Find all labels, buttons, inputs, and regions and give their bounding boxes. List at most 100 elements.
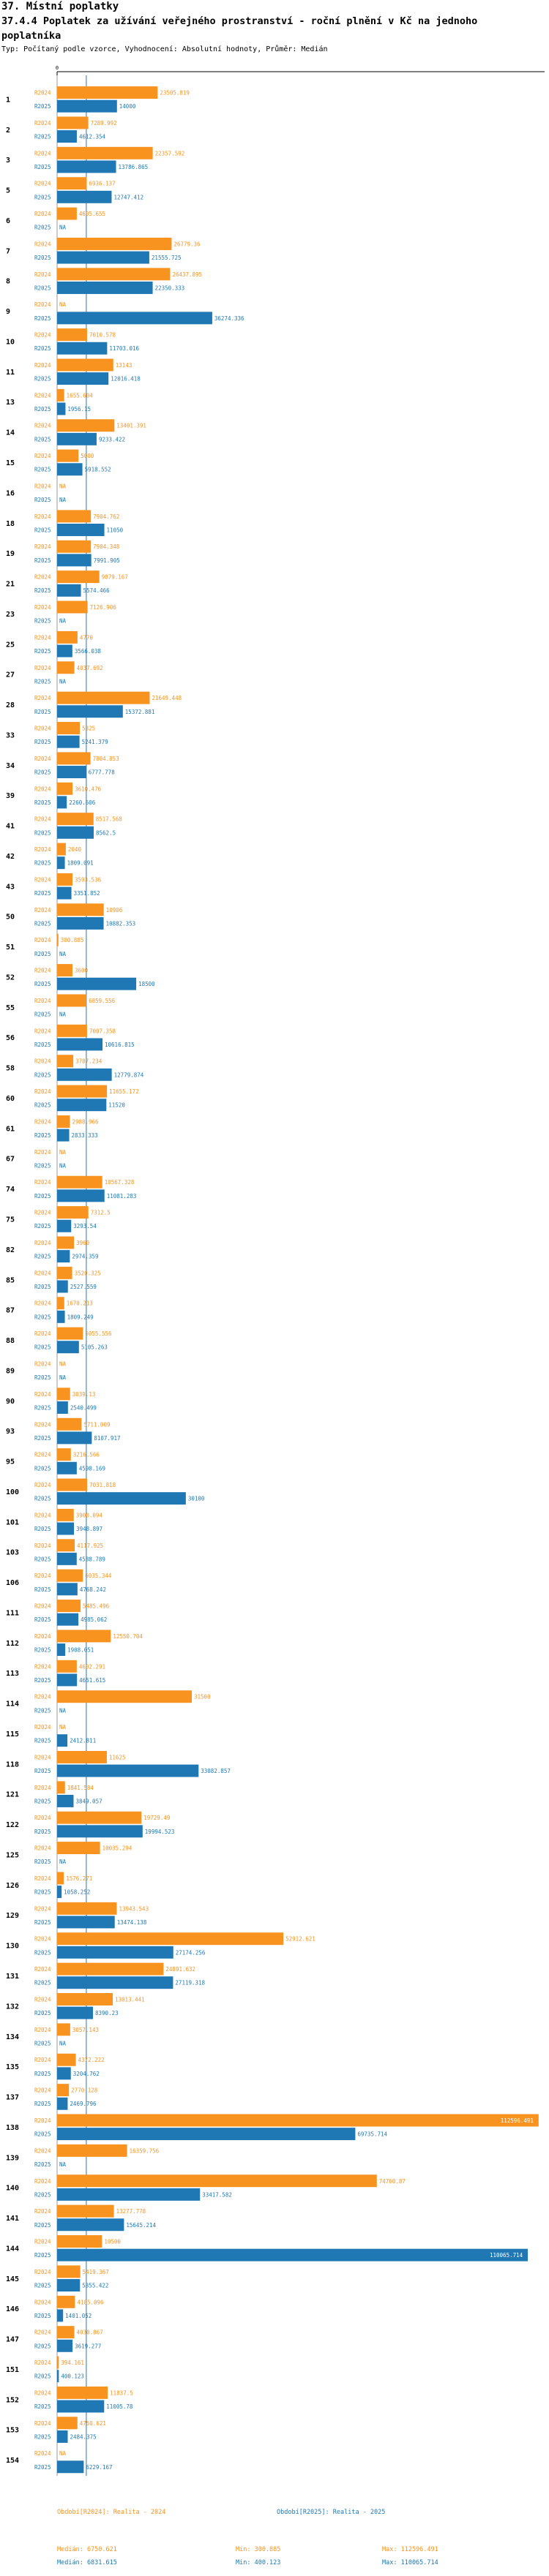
series-label: R2025: [34, 981, 51, 987]
series-label: R2025: [34, 1405, 51, 1412]
value-label: 3566.038: [75, 648, 102, 655]
group-label: 137: [6, 2094, 19, 2102]
value-label: 3619.277: [75, 2343, 101, 2349]
series-label: R2024: [34, 1118, 51, 1125]
value-label: 1908.051: [67, 1647, 94, 1654]
series-label: R2024: [34, 1785, 51, 1791]
value-label: 7126.906: [90, 604, 117, 611]
group-label: 41: [6, 823, 15, 831]
bar-r2025: [57, 1764, 199, 1777]
series-label: R2024: [34, 665, 51, 671]
series-label: R2025: [34, 2161, 51, 2168]
series-label: R2025: [34, 2464, 51, 2471]
series-label: R2025: [34, 2283, 51, 2289]
bar-r2025: [57, 1341, 79, 1354]
bar-r2025: [57, 1492, 186, 1505]
series-label: R2024: [34, 90, 51, 97]
series-label: R2024: [34, 1270, 51, 1276]
series-label: R2025: [34, 618, 51, 625]
group-label: 75: [6, 1216, 15, 1224]
bar-r2024: [57, 2053, 76, 2066]
bar-r2025: [57, 2460, 84, 2474]
value-label: 11081.283: [107, 1193, 137, 1200]
bar-r2025: [57, 886, 72, 900]
value-label: 4037.692: [77, 665, 103, 671]
series-label: R2024: [34, 1028, 51, 1034]
bar-r2025: [57, 1886, 62, 1899]
bar-r2025: [57, 2430, 68, 2443]
value-label: 9233.422: [99, 436, 125, 442]
bar-r2025: [57, 251, 149, 264]
bar-r2024: [57, 1902, 117, 1915]
value-label: 2527.559: [70, 1284, 97, 1290]
group-label: 138: [6, 2124, 19, 2132]
value-label: 7312.5: [91, 1210, 111, 1216]
series-label: R2025: [34, 2131, 51, 2138]
series-label: R2024: [34, 1663, 51, 1670]
group-label: 23: [6, 611, 15, 619]
bar-r2025: [57, 1219, 72, 1232]
value-label: 1576.271: [66, 1875, 92, 1882]
series-label: R2025: [34, 2433, 51, 2440]
series-label: R2024: [34, 453, 51, 459]
value-label: NA: [59, 951, 67, 957]
group-label: 43: [6, 883, 15, 891]
group-label: 61: [6, 1125, 15, 1133]
bar-r2024: [57, 1600, 81, 1613]
bar-r2024: [57, 722, 81, 735]
value-label: 3849.057: [75, 1798, 102, 1804]
bar-r2025: [57, 1734, 68, 1747]
series-label: R2024: [34, 150, 51, 157]
bar-r2025: [57, 2279, 81, 2291]
bar-r2024: [57, 86, 158, 99]
series-label: R2024: [34, 756, 51, 762]
value-label: 3610.476: [75, 786, 102, 792]
bar-r2024: [57, 268, 171, 281]
bar-r2024: [57, 2386, 108, 2399]
value-label: 15372.881: [125, 709, 155, 715]
value-label: 2484.375: [70, 2433, 97, 2440]
bar-r2025: [57, 1461, 77, 1475]
series-label: R2025: [34, 467, 51, 473]
group-label: 56: [6, 1034, 15, 1042]
series-label: R2025: [34, 1284, 51, 1290]
series-label: R2025: [34, 527, 51, 533]
group-label: 85: [6, 1276, 15, 1284]
value-label: 11837.5: [110, 2389, 133, 2396]
series-label: R2025: [34, 1132, 51, 1139]
bar-r2024: [57, 388, 64, 402]
value-label: 6936.137: [89, 181, 116, 187]
series-label: R2025: [34, 2191, 51, 2198]
bar-r2025: [57, 2370, 59, 2383]
series-label: R2025: [34, 2040, 51, 2046]
series-label: R2024: [34, 241, 51, 247]
bar-r2024: [57, 1206, 89, 1219]
value-label: 13474.138: [117, 1919, 147, 1926]
bar-r2025: [57, 856, 65, 870]
series-label: R2025: [34, 1889, 51, 1896]
bar-r2025: [57, 342, 108, 355]
bar-r2025: [57, 554, 92, 567]
value-label: 22357.592: [155, 150, 185, 157]
group-label: 16: [6, 489, 15, 497]
series-label: R2025: [34, 1102, 51, 1109]
series-label: R2024: [34, 332, 51, 339]
series-label: R2025: [34, 134, 51, 140]
group-label: 5: [6, 187, 10, 195]
group-label: 115: [6, 1730, 19, 1739]
value-label: 19729.49: [143, 1815, 170, 1821]
group-label: 10: [6, 338, 15, 346]
series-label: R2024: [34, 362, 51, 369]
bar-r2024: [57, 146, 153, 159]
series-label: R2024: [34, 483, 51, 489]
bar-r2025: [57, 1522, 75, 1535]
value-label: NA: [59, 225, 67, 231]
series-label: R2024: [34, 423, 51, 429]
series-label: R2025: [34, 1919, 51, 1926]
group-label: 140: [6, 2185, 19, 2193]
group-label: 95: [6, 1458, 15, 1466]
series-label: R2025: [34, 1556, 51, 1562]
value-label: 4768.242: [80, 1586, 106, 1593]
value-label: 3593.536: [75, 876, 102, 883]
